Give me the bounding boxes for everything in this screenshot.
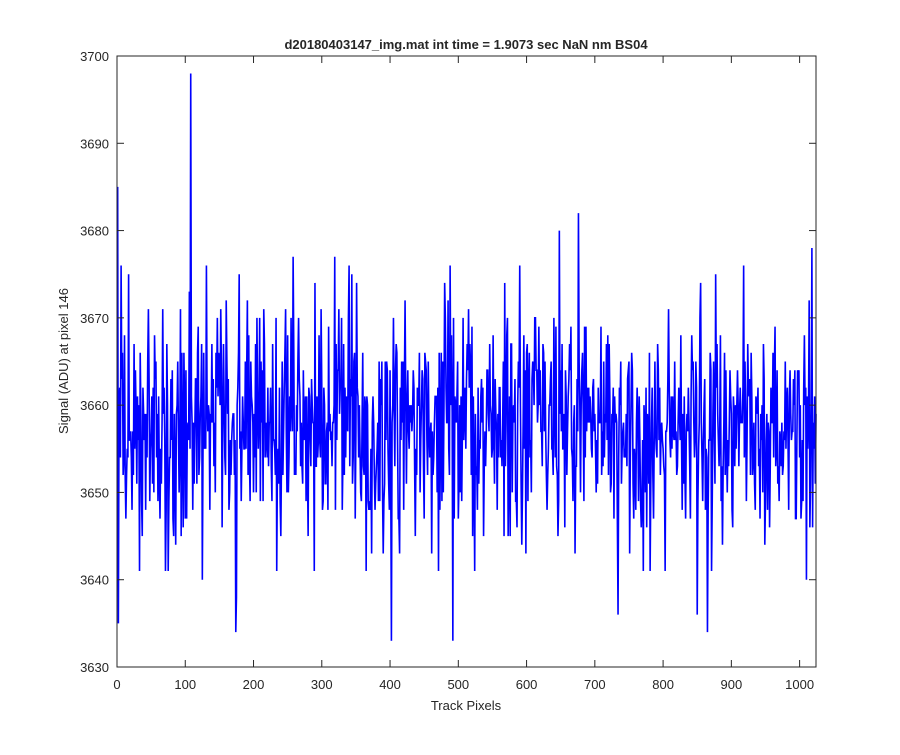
y-tick-label: 3660 — [80, 398, 109, 413]
y-tick-label: 3630 — [80, 660, 109, 675]
y-axis: 3630 3640 3650 3660 3670 3680 3690 3700 — [80, 49, 816, 675]
chart-title: d20180403147_img.mat int time = 1.9073 s… — [284, 37, 648, 52]
y-tick-label: 3640 — [80, 573, 109, 588]
x-tick-label: 900 — [721, 677, 743, 692]
x-axis-label: Track Pixels — [431, 698, 502, 713]
x-tick-label: 400 — [379, 677, 401, 692]
y-axis-label: Signal (ADU) at pixel 146 — [56, 288, 71, 434]
x-tick-label: 600 — [516, 677, 538, 692]
x-tick-label: 300 — [311, 677, 333, 692]
x-tick-label: 700 — [584, 677, 606, 692]
x-tick-label: 100 — [174, 677, 196, 692]
y-tick-label: 3670 — [80, 311, 109, 326]
series-line-signal — [116, 73, 817, 641]
axes-box — [116, 55, 817, 668]
x-tick-label: 0 — [113, 677, 120, 692]
y-tick-label: 3650 — [80, 485, 109, 500]
y-tick-label: 3680 — [80, 224, 109, 239]
x-tick-label: 500 — [447, 677, 469, 692]
x-tick-label: 800 — [652, 677, 674, 692]
x-tick-label: 1000 — [785, 677, 814, 692]
y-tick-label: 3690 — [80, 136, 109, 151]
x-tick-label: 200 — [243, 677, 265, 692]
x-axis: 0 100 200 300 400 500 600 700 800 900 1000 — [113, 56, 814, 692]
y-tick-label: 3700 — [80, 49, 109, 64]
series-layer — [116, 73, 817, 641]
